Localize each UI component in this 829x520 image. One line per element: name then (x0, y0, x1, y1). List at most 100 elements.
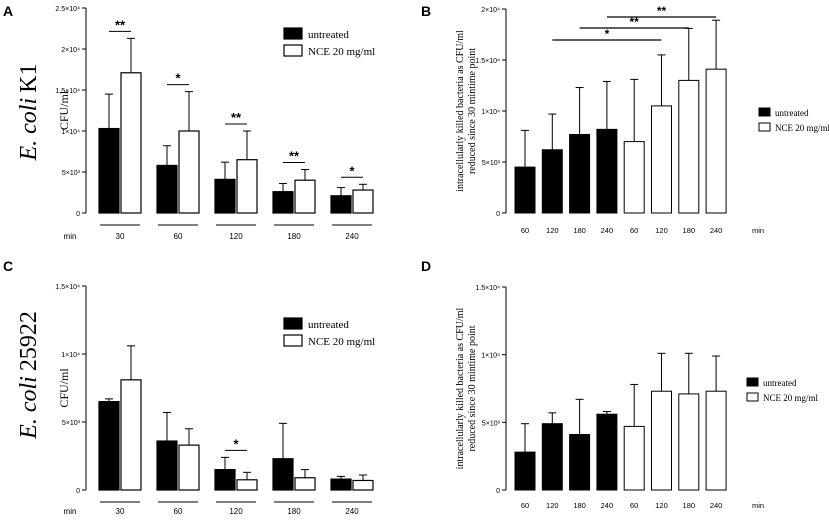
bar-nce (678, 79, 700, 214)
legend-swatch-untreated (283, 27, 303, 40)
bar-untreated (98, 401, 120, 491)
legend-swatch-untreated (746, 377, 759, 387)
bar-untreated (569, 434, 591, 491)
y-tick-label: 2×10⁴ (481, 7, 500, 14)
x-axis-unit-label: min (64, 232, 77, 241)
y-axis-label: intracellularly killed bacteria as CFU/m… (455, 307, 478, 469)
bar-untreated (569, 133, 591, 214)
bar-untreated (214, 178, 236, 214)
bar-untreated (596, 413, 618, 491)
bar-nce (236, 159, 258, 214)
y-tick-label: 1.5×10⁴ (475, 58, 500, 65)
legend-swatch-untreated (758, 107, 771, 117)
y-axis-label: CFU/ml (57, 90, 71, 130)
y-tick-label: 1.5×10⁴ (475, 285, 500, 292)
bar-nce (236, 479, 258, 491)
y-tick-label: 1×10⁴ (61, 352, 80, 359)
bar-nce (623, 141, 645, 214)
legend-label-nce: NCE 20 mg/ml (308, 336, 375, 348)
strain-name: K1 (16, 64, 42, 93)
panel-letter: D (421, 258, 431, 274)
legend-label-nce: NCE 20 mg/ml (763, 393, 819, 403)
x-category-label: 180 (573, 226, 586, 235)
x-category-label: 180 (683, 226, 696, 235)
bar-nce (651, 390, 672, 491)
panel-letter: B (421, 3, 431, 19)
x-category-label: 240 (345, 507, 359, 516)
y-tick-label: 5×10³ (62, 420, 81, 427)
bar-untreated (214, 469, 236, 491)
legend-swatch-nce (758, 122, 771, 132)
panel-c: C E. coli 25922 CFU/ml 0 5×10³ 1×10⁴ 1.5×10⁴ 30 6… (3, 258, 375, 516)
bar-untreated (330, 195, 352, 214)
x-category-label: 240 (601, 501, 614, 510)
panel-letter: A (3, 3, 13, 19)
panel-a: A E. coli K1 CFU/ml 0 5×10³ 1×10⁴ 1.5×10⁴ 2×10⁴ 2… (3, 3, 375, 241)
bar-untreated (156, 164, 178, 214)
strain-name: 25922 (16, 311, 42, 371)
bar-untreated (541, 149, 563, 214)
bar-nce (705, 68, 727, 214)
x-axis-unit-label: min (64, 507, 77, 516)
comparison-marker: ** (630, 15, 640, 29)
legend-label-nce: NCE 20 mg/ml (308, 46, 375, 58)
x-category-label: 180 (287, 232, 301, 241)
bar-untreated (514, 451, 536, 491)
x-category-label: 180 (287, 507, 301, 516)
y-axis-label-line: reduced since 30 mintime point (467, 325, 478, 451)
y-tick-label: 0 (496, 211, 500, 218)
x-category-label: 60 (521, 226, 529, 235)
x-category-label: 240 (601, 226, 614, 235)
legend-label-untreated: untreated (308, 29, 349, 41)
x-axis-unit-label: min (752, 501, 764, 510)
bar-untreated (272, 458, 294, 491)
bar-nce (651, 105, 672, 214)
x-category-label: 60 (630, 501, 638, 510)
legend-label-untreated: untreated (308, 319, 349, 331)
y-tick-label: 0 (76, 211, 80, 218)
y-tick-label: 1×10⁴ (481, 109, 500, 116)
panel-letter: C (3, 258, 13, 274)
x-category-label: 60 (521, 501, 529, 510)
x-category-label: 60 (174, 232, 183, 241)
y-tick-label: 2.5×10⁴ (55, 6, 80, 13)
bar-untreated (541, 423, 563, 491)
x-category-label: 60 (174, 507, 183, 516)
y-tick-label: 0 (496, 488, 500, 495)
y-tick-label: 5×10³ (482, 420, 501, 427)
x-category-label: 120 (655, 501, 668, 510)
y-tick-label: 5×10³ (62, 170, 81, 177)
bar-untreated (330, 478, 352, 491)
bar-nce (705, 390, 727, 491)
y-tick-label: 0 (76, 488, 80, 495)
significance-marker: ** (289, 149, 300, 164)
bar-nce (294, 477, 316, 491)
species-name: E. coli (16, 98, 42, 162)
significance-marker: ** (115, 17, 126, 32)
y-axis-label: intracellularly killed bacteria as CFU/m… (455, 30, 478, 192)
strain-title: E. coli 25922 (16, 311, 42, 440)
x-category-label: 240 (710, 501, 723, 510)
bar-untreated (156, 440, 178, 491)
legend-label-untreated: untreated (763, 378, 797, 388)
bar-nce (120, 72, 142, 214)
significance-marker: * (233, 436, 239, 451)
bar-untreated (596, 128, 618, 214)
y-tick-label: 2×10⁴ (61, 47, 80, 54)
species-name: E. coli (16, 376, 42, 440)
x-axis-unit-label: min (752, 226, 764, 235)
y-tick-label: 1×10⁴ (61, 129, 80, 136)
y-tick-label: 1×10⁴ (481, 353, 500, 360)
x-category-label: 180 (573, 501, 586, 510)
bar-nce (678, 393, 700, 491)
y-axis-label-line: intracellularly killed bacteria as CFU/m… (455, 307, 466, 469)
x-category-label: 240 (710, 226, 723, 235)
bar-untreated (272, 191, 294, 214)
y-axis-label: CFU/ml (57, 368, 71, 408)
significance-marker: * (175, 71, 181, 86)
legend-label-nce: NCE 20 mg/ml (775, 123, 829, 133)
legend-swatch-untreated (283, 317, 303, 330)
y-tick-label: 1.5×10⁴ (55, 88, 80, 95)
